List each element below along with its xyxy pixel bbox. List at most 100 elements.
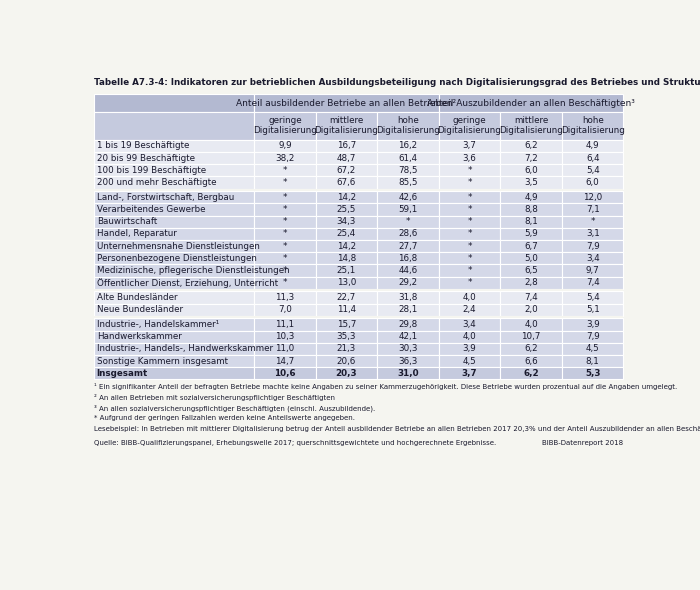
Bar — [439, 240, 500, 252]
Text: 7,0: 7,0 — [278, 305, 292, 314]
Text: 78,5: 78,5 — [398, 166, 418, 175]
Bar — [254, 228, 316, 240]
Text: 25,1: 25,1 — [337, 266, 356, 275]
Text: 9,9: 9,9 — [278, 142, 292, 150]
Text: 48,7: 48,7 — [337, 153, 356, 163]
Text: 13,0: 13,0 — [337, 278, 356, 287]
Bar — [500, 264, 562, 277]
Text: 20,6: 20,6 — [337, 356, 356, 366]
Text: 44,6: 44,6 — [398, 266, 417, 275]
Bar — [254, 264, 316, 277]
Text: ² An allen Betrieben mit sozialversicherungspflichtiger Beschäftigten: ² An allen Betrieben mit sozialversicher… — [94, 394, 335, 401]
Text: 5,0: 5,0 — [524, 254, 538, 263]
Text: 3,5: 3,5 — [524, 178, 538, 187]
Text: 3,1: 3,1 — [586, 230, 600, 238]
Bar — [377, 152, 439, 164]
Text: 3,6: 3,6 — [463, 153, 477, 163]
Text: *: * — [468, 217, 472, 226]
Bar — [94, 228, 254, 240]
Bar — [377, 164, 439, 176]
Text: *: * — [468, 178, 472, 187]
Bar — [254, 367, 316, 379]
Text: Quelle: BIBB-Qualifizierungspanel, Erhebungswelle 2017; querschnittsgewichtete u: Quelle: BIBB-Qualifizierungspanel, Erheb… — [94, 440, 496, 446]
Bar — [377, 204, 439, 215]
Text: 7,9: 7,9 — [586, 241, 600, 251]
Text: *: * — [283, 205, 287, 214]
Bar — [439, 112, 500, 140]
Text: 3,7: 3,7 — [463, 142, 477, 150]
Text: * Aufgrund der geringen Fallzahlen werden keine Anteilswerte angegeben.: * Aufgrund der geringen Fallzahlen werde… — [94, 415, 355, 421]
Bar — [316, 277, 377, 289]
Bar — [377, 367, 439, 379]
Bar — [254, 140, 316, 152]
Bar — [94, 152, 254, 164]
Bar — [316, 264, 377, 277]
Text: 15,7: 15,7 — [337, 320, 356, 329]
Text: *: * — [468, 205, 472, 214]
Text: 6,0: 6,0 — [586, 178, 600, 187]
Bar — [500, 330, 562, 343]
Bar — [254, 215, 316, 228]
Text: 4,9: 4,9 — [586, 142, 599, 150]
Text: Land-, Forstwirtschaft, Bergbau: Land-, Forstwirtschaft, Bergbau — [97, 193, 234, 202]
Bar — [254, 304, 316, 316]
Text: 8,1: 8,1 — [524, 217, 538, 226]
Bar — [500, 277, 562, 289]
Bar — [439, 204, 500, 215]
Bar — [377, 319, 439, 330]
Bar — [316, 191, 377, 204]
Text: *: * — [468, 254, 472, 263]
Bar — [500, 215, 562, 228]
Text: 5,4: 5,4 — [586, 293, 600, 302]
Text: *: * — [468, 166, 472, 175]
Bar — [562, 204, 624, 215]
Text: 21,3: 21,3 — [337, 345, 356, 353]
Text: Alte Bundesländer: Alte Bundesländer — [97, 293, 177, 302]
Bar — [254, 112, 316, 140]
Text: 38,2: 38,2 — [275, 153, 295, 163]
Bar — [377, 252, 439, 264]
Bar — [500, 319, 562, 330]
Text: Tabelle A7.3-4: Indikatoren zur betrieblichen Ausbildungsbeteiligung nach Digita: Tabelle A7.3-4: Indikatoren zur betriebl… — [94, 78, 700, 87]
Text: 7,2: 7,2 — [524, 153, 538, 163]
Text: Industrie-, Handels-, Handwerkskammer: Industrie-, Handels-, Handwerkskammer — [97, 345, 273, 353]
Bar — [94, 164, 254, 176]
Bar — [439, 215, 500, 228]
Bar — [94, 277, 254, 289]
Text: *: * — [283, 178, 287, 187]
Bar — [94, 215, 254, 228]
Text: 3,7: 3,7 — [462, 369, 477, 378]
Text: 7,9: 7,9 — [586, 332, 600, 341]
Text: 5,4: 5,4 — [586, 166, 600, 175]
Text: 22,7: 22,7 — [337, 293, 356, 302]
Text: *: * — [283, 166, 287, 175]
Text: 1 bis 19 Beschäftigte: 1 bis 19 Beschäftigte — [97, 142, 189, 150]
Bar — [439, 330, 500, 343]
Bar — [562, 112, 624, 140]
Bar — [439, 367, 500, 379]
Bar — [500, 191, 562, 204]
Text: Personenbezogene Dienstleistungen: Personenbezogene Dienstleistungen — [97, 254, 257, 263]
Bar — [94, 316, 624, 319]
Bar — [254, 176, 316, 189]
Bar — [316, 112, 377, 140]
Bar — [94, 204, 254, 215]
Bar — [500, 176, 562, 189]
Bar — [316, 319, 377, 330]
Text: 3,4: 3,4 — [463, 320, 477, 329]
Text: geringe
Digitalisierung: geringe Digitalisierung — [253, 116, 317, 136]
Bar — [500, 204, 562, 215]
Bar — [254, 319, 316, 330]
Bar — [377, 240, 439, 252]
Text: *: * — [468, 241, 472, 251]
Text: *: * — [283, 254, 287, 263]
Bar — [439, 277, 500, 289]
Text: 35,3: 35,3 — [337, 332, 356, 341]
Text: 25,5: 25,5 — [337, 205, 356, 214]
Bar — [562, 264, 624, 277]
Bar — [377, 277, 439, 289]
Text: 16,8: 16,8 — [398, 254, 418, 263]
Bar — [500, 252, 562, 264]
Text: 10,6: 10,6 — [274, 369, 295, 378]
Text: 28,1: 28,1 — [398, 305, 418, 314]
